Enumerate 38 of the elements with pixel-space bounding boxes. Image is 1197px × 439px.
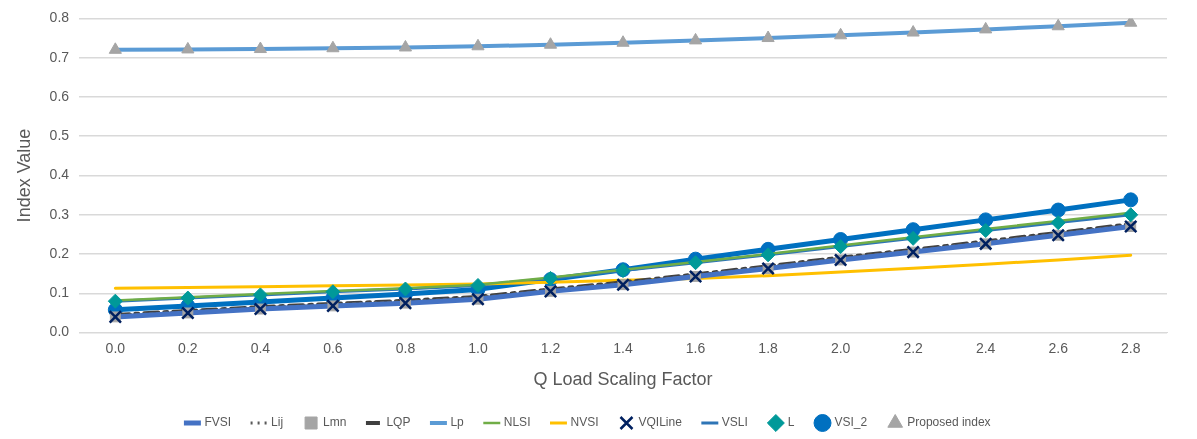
y-tick-label: 0.2: [49, 244, 70, 261]
x-tick-label: 2.2: [903, 339, 924, 356]
x-tick-label: 1.0: [468, 339, 488, 356]
y-axis-title: Index Value: [13, 128, 34, 223]
x-tick-label: 1.6: [685, 339, 706, 356]
x-tick-label: 1.8: [758, 339, 779, 356]
x-tick-label: 2.4: [975, 339, 996, 356]
x-tick-label: 0.4: [250, 339, 271, 356]
x-tick-label: 1.4: [613, 339, 633, 356]
y-tick-label: 0.3: [49, 205, 70, 222]
x-tick-label: 2.6: [1048, 339, 1069, 356]
y-tick-label: 0.5: [49, 127, 70, 144]
y-tick-label: 0.8: [49, 9, 70, 26]
y-tick-label: 0.7: [49, 48, 70, 65]
legend-label: VSI_2: [834, 415, 868, 430]
legend-label: LQP: [386, 415, 411, 430]
x-tick-label: 2.8: [1121, 339, 1141, 356]
legend-label: VQILine: [638, 415, 683, 430]
legend-label: Lmn: [323, 415, 347, 430]
legend-label: Proposed index: [907, 415, 991, 430]
x-tick-label: 0.8: [395, 339, 416, 356]
x-tick-label: 1.2: [540, 339, 561, 356]
legend-label: L: [787, 415, 795, 430]
y-tick-label: 0.1: [49, 284, 70, 301]
legend-label: Lp: [450, 415, 465, 430]
legend-label: NLSI: [503, 415, 531, 430]
y-tick-label: 0.4: [49, 166, 70, 183]
y-tick-label: 0.6: [49, 87, 70, 104]
x-axis-title: Q Load Scaling Factor: [533, 369, 713, 390]
x-tick-label: 0.2: [178, 339, 198, 356]
legend-label: Lij: [271, 415, 284, 430]
x-tick-label: 0.0: [105, 339, 126, 356]
x-tick-label: 0.6: [323, 339, 343, 356]
legend-label: VSLI: [721, 415, 748, 430]
x-tick-label: 2.0: [830, 339, 851, 356]
legend-label: NVSI: [570, 415, 599, 430]
y-tick-label: 0.0: [49, 323, 70, 340]
legend-label: FVSI: [204, 415, 232, 430]
